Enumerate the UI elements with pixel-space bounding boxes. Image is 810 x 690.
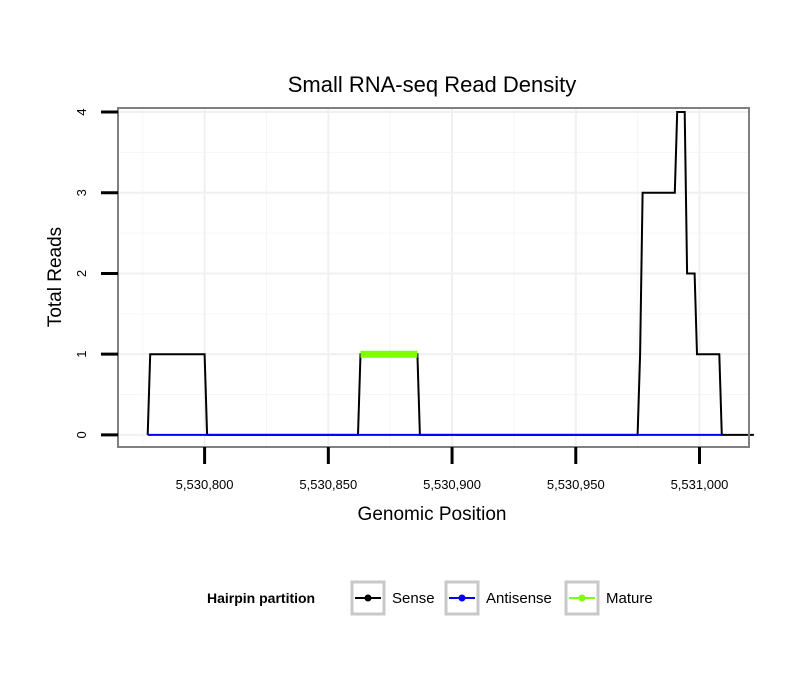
y-tick-label: 0 [74,431,89,438]
legend-title: Hairpin partition [207,590,315,606]
legend-label-sense: Sense [392,590,435,607]
legend-label-mature: Mature [606,590,653,607]
plot-border [117,107,750,448]
x-tick-label: 5,531,000 [671,477,729,492]
x-tick-label: 5,530,850 [299,477,357,492]
legend-key-point [458,594,466,602]
y-tick-label: 1 [74,351,89,358]
y-axis-title: Total Reads [45,227,66,327]
legend-key-point [578,594,586,602]
y-tick-label: 2 [74,270,89,277]
y-tick-label: 3 [74,189,89,196]
legend-label-antisense: Antisense [486,590,552,607]
x-axis-title: Genomic Position [358,504,507,525]
x-tick-label: 5,530,900 [423,477,481,492]
chart-title: Small RNA-seq Read Density [288,72,577,97]
axes: 5,530,800 5,530,850 5,530,900 5,530,950 5,53… [74,108,728,492]
legend-key-point [364,594,372,602]
legend: Hairpin partition Sense Antisense Mature [207,580,653,616]
plot-area [117,107,754,448]
x-tick-label: 5,530,800 [176,477,234,492]
x-tick-label: 5,530,950 [547,477,605,492]
y-tick-label: 4 [74,108,89,115]
plot-background [118,108,749,447]
